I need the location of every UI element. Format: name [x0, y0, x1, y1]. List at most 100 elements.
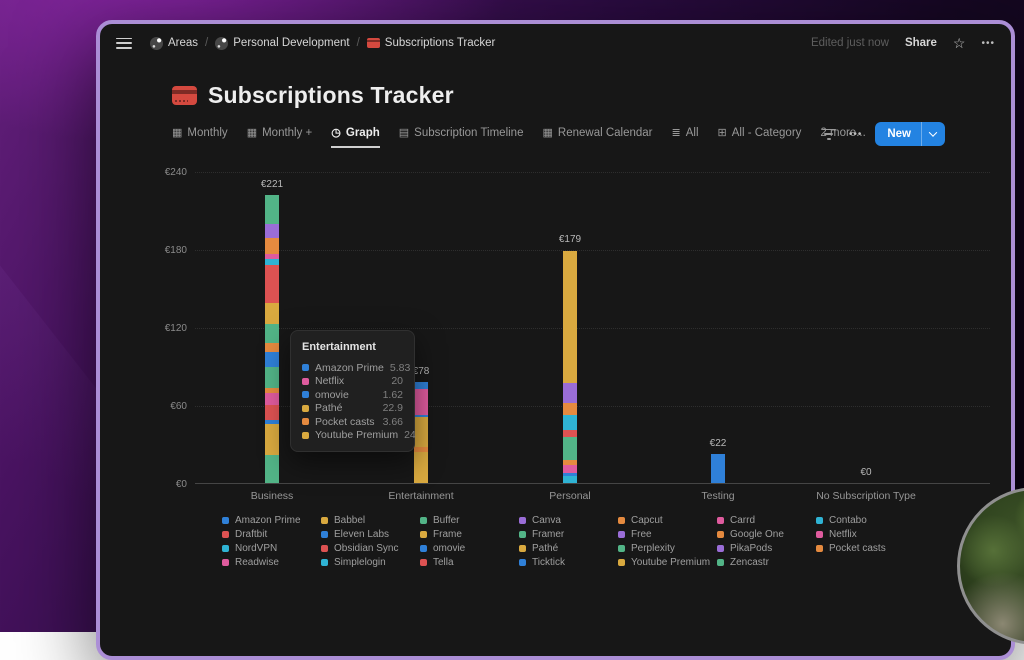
bar-segment[interactable] [265, 324, 279, 343]
breadcrumb-label: Areas [168, 37, 198, 49]
favorite-star-icon[interactable]: ☆ [953, 36, 966, 50]
legend-item-perplexity[interactable]: Perplexity [618, 543, 717, 553]
legend-item-buffer[interactable]: Buffer [420, 515, 519, 525]
legend-item-netflix[interactable]: Netflix [816, 529, 915, 539]
bar-segment[interactable] [265, 303, 279, 324]
new-dropdown-button[interactable] [922, 125, 945, 143]
bar-segment[interactable] [563, 403, 577, 415]
legend-item-zencastr[interactable]: Zencastr [717, 557, 816, 567]
legend-item-omovie[interactable]: omovie [420, 543, 519, 553]
bar-personal[interactable] [563, 251, 577, 484]
legend-item-youtube-premium[interactable]: Youtube Premium [618, 557, 717, 567]
bar-segment-path[interactable] [414, 417, 428, 447]
bar-segment-youtube-premium[interactable] [414, 452, 428, 483]
tab-all-category[interactable]: ⊞All - Category [718, 127, 802, 148]
legend-item-free[interactable]: Free [618, 529, 717, 539]
bar-segment[interactable] [265, 393, 279, 405]
gridline [195, 328, 990, 329]
breadcrumb-item-personal-development[interactable]: Personal Development [215, 37, 349, 50]
breadcrumb-item-areas[interactable]: Areas [150, 37, 198, 50]
legend-color-chip [321, 559, 328, 566]
credit-card-page-icon[interactable] [172, 86, 197, 105]
tooltip-series-value: 24 [404, 429, 416, 441]
bar-segment[interactable] [265, 224, 279, 238]
bar-entertainment[interactable] [414, 382, 428, 483]
legend-item-amazon-prime[interactable]: Amazon Prime [222, 515, 321, 525]
new-button[interactable]: New [875, 122, 945, 146]
tab-all[interactable]: ≣All [672, 127, 699, 148]
sidebar-toggle-icon[interactable] [116, 38, 132, 49]
tooltip-series-name: Amazon Prime [315, 362, 384, 374]
bar-business[interactable] [265, 195, 279, 483]
new-button-label[interactable]: New [875, 122, 921, 146]
legend-item-frame[interactable]: Frame [420, 529, 519, 539]
legend-item-obsidian-sync[interactable]: Obsidian Sync [321, 543, 420, 553]
legend-color-chip [816, 517, 823, 524]
bar-segment-netflix[interactable] [414, 389, 428, 415]
bar-segment[interactable] [265, 405, 279, 420]
bar-segment[interactable] [563, 383, 577, 403]
legend-item-carrd[interactable]: Carrd [717, 515, 816, 525]
bar-segment[interactable] [265, 238, 279, 254]
breadcrumb-item-subscriptions-tracker[interactable]: Subscriptions Tracker [367, 37, 496, 49]
more-options-button[interactable]: ••• [981, 38, 995, 49]
legend-item-simplelogin[interactable]: Simplelogin [321, 557, 420, 567]
bar-segment[interactable] [563, 251, 577, 384]
legend-item-readwise[interactable]: Readwise [222, 557, 321, 567]
bar-segment[interactable] [563, 465, 577, 473]
legend-color-chip [618, 545, 625, 552]
bar-segment[interactable] [265, 455, 279, 483]
y-axis-tick-label: €180 [131, 245, 187, 256]
legend-item-pikapods[interactable]: PikaPods [717, 543, 816, 553]
legend-item-path[interactable]: Pathé [519, 543, 618, 553]
bar-segment[interactable] [265, 367, 279, 388]
tooltip-series-value: 1.62 [383, 389, 403, 401]
legend-item-contabo[interactable]: Contabo [816, 515, 915, 525]
bar-segment[interactable] [265, 343, 279, 352]
bar-segment-amazon-prime[interactable] [414, 382, 428, 390]
bar-total-label: €179 [535, 234, 605, 245]
bar-segment[interactable] [563, 476, 577, 483]
bar-segment[interactable] [563, 415, 577, 430]
breadcrumb-label: Subscriptions Tracker [385, 37, 496, 49]
legend-item-ticktick[interactable]: Ticktick [519, 557, 618, 567]
bar-total-label: €221 [237, 179, 307, 190]
share-button[interactable]: Share [905, 37, 937, 49]
legend-label: NordVPN [235, 543, 277, 554]
tab-monthly[interactable]: ▦Monthly + [247, 127, 313, 148]
tab-label: Graph [346, 127, 380, 139]
view-more-button[interactable]: ••• [849, 129, 863, 140]
legend-item-framer[interactable]: Framer [519, 529, 618, 539]
bar-testing[interactable] [711, 454, 725, 483]
tab-monthly[interactable]: ▦Monthly [172, 127, 228, 148]
bar-segment[interactable] [265, 195, 279, 224]
bar-segment[interactable] [711, 454, 725, 483]
clock-icon: ◷ [331, 128, 341, 139]
filter-icon[interactable] [822, 129, 836, 140]
legend-color-chip [222, 559, 229, 566]
legend-item-tella[interactable]: Tella [420, 557, 519, 567]
legend-item-google-one[interactable]: Google One [717, 529, 816, 539]
bar-segment[interactable] [563, 430, 577, 437]
calendar-icon: ▦ [172, 128, 182, 139]
legend-item-eleven-labs[interactable]: Eleven Labs [321, 529, 420, 539]
legend-item-pocket-casts[interactable]: Pocket casts [816, 543, 915, 553]
legend-item-nordvpn[interactable]: NordVPN [222, 543, 321, 553]
tooltip-series-value: 22.9 [383, 402, 403, 414]
legend-item-capcut[interactable]: Capcut [618, 515, 717, 525]
legend-item-draftbit[interactable]: Draftbit [222, 529, 321, 539]
x-axis-line [195, 483, 990, 484]
tab-subscription-timeline[interactable]: ▤Subscription Timeline [399, 127, 524, 148]
bar-segment[interactable] [265, 265, 279, 303]
legend-label: Capcut [631, 515, 663, 526]
legend-item-babbel[interactable]: Babbel [321, 515, 420, 525]
legend-label: Canva [532, 515, 561, 526]
legend-color-chip [519, 559, 526, 566]
tab-renewal-calendar[interactable]: ▦Renewal Calendar [542, 127, 652, 148]
tab-graph[interactable]: ◷ Graph [331, 127, 379, 148]
legend-item-canva[interactable]: Canva [519, 515, 618, 525]
bar-segment[interactable] [265, 352, 279, 367]
bar-segment[interactable] [265, 424, 279, 455]
y-axis-tick-label: €240 [131, 167, 187, 178]
bar-segment[interactable] [563, 437, 577, 460]
